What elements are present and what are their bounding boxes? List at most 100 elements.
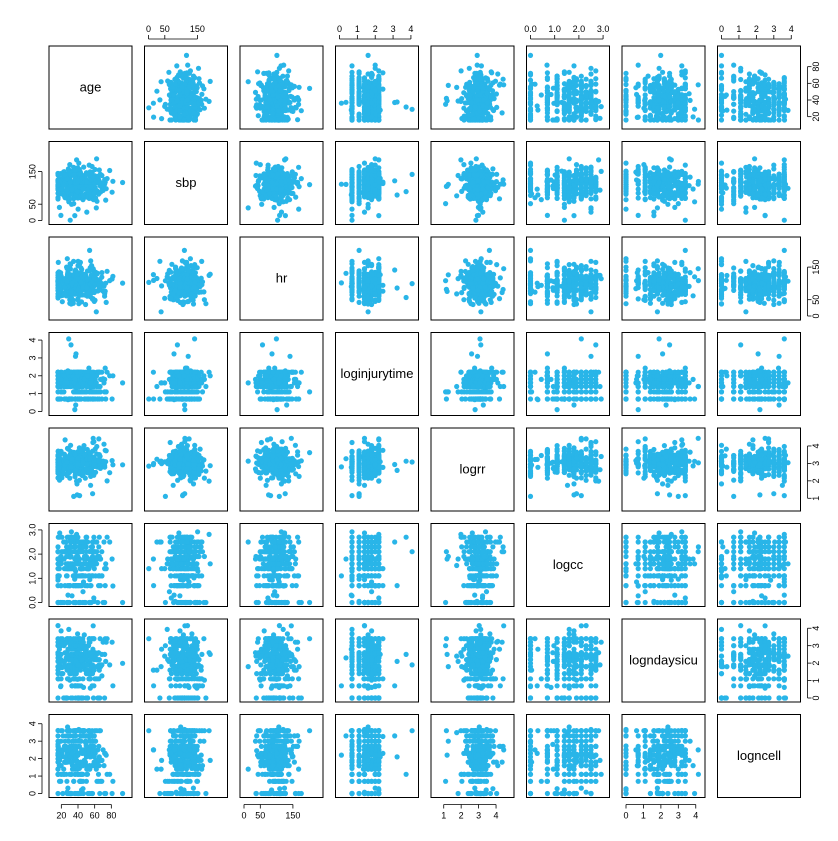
data-point	[296, 184, 302, 190]
data-point	[668, 98, 674, 104]
data-point	[99, 172, 105, 179]
data-point	[544, 62, 550, 68]
data-point	[356, 191, 362, 197]
data-point	[276, 65, 282, 71]
data-point	[750, 97, 756, 103]
data-point	[573, 167, 580, 173]
data-point	[686, 91, 692, 97]
data-point	[252, 89, 259, 95]
data-point	[757, 97, 763, 103]
panel-sbp-vs-logrr	[430, 141, 515, 225]
data-point	[75, 179, 81, 185]
data-point	[593, 187, 599, 193]
data-point	[356, 81, 362, 87]
data-point	[738, 94, 744, 100]
data-point	[554, 195, 560, 201]
data-point	[682, 162, 688, 168]
data-point	[554, 186, 560, 192]
data-point	[731, 76, 737, 82]
data-point	[731, 108, 737, 114]
data-point	[75, 287, 81, 293]
data-point	[296, 97, 302, 103]
data-point	[269, 88, 275, 94]
data-point	[656, 65, 662, 71]
data-point	[718, 180, 725, 186]
data-point	[266, 81, 273, 87]
data-point	[84, 209, 90, 215]
data-point	[177, 103, 183, 109]
data-point	[107, 167, 113, 174]
panel-sbp-vs-age	[48, 141, 133, 225]
data-point	[642, 92, 648, 98]
data-point	[757, 117, 763, 123]
data-point	[272, 166, 278, 173]
data-point	[75, 206, 81, 212]
data-point	[762, 212, 768, 218]
data-point	[67, 217, 73, 223]
data-point	[278, 88, 284, 94]
data-point	[392, 178, 398, 184]
data-point	[55, 291, 61, 297]
data-point	[263, 111, 269, 117]
data-point	[561, 94, 568, 100]
data-point	[71, 201, 77, 207]
data-point	[255, 186, 261, 192]
data-point	[500, 76, 506, 82]
data-point	[480, 186, 486, 192]
data-point	[174, 97, 180, 104]
data-point	[724, 173, 730, 179]
data-point	[255, 69, 261, 75]
data-point	[623, 108, 629, 114]
data-point	[566, 116, 572, 122]
data-point	[349, 206, 355, 212]
data-point	[356, 76, 362, 82]
data-point	[474, 187, 481, 193]
data-point	[527, 201, 534, 207]
data-point	[343, 181, 349, 187]
data-point	[59, 299, 65, 305]
data-point	[172, 81, 178, 87]
data-point	[527, 170, 534, 177]
data-point	[376, 171, 382, 177]
data-point	[554, 73, 560, 79]
data-point	[479, 117, 485, 123]
data-point	[255, 113, 261, 119]
data-point	[635, 62, 641, 68]
data-point	[78, 171, 84, 177]
data-point	[394, 192, 400, 198]
data-point	[75, 276, 81, 282]
data-point	[651, 81, 657, 87]
data-point	[776, 172, 782, 178]
data-point	[96, 191, 102, 197]
data-point	[191, 110, 197, 116]
data-point	[361, 160, 368, 166]
data-point	[661, 187, 668, 193]
data-point	[349, 212, 355, 218]
data-point	[781, 91, 787, 97]
data-point	[168, 79, 174, 85]
data-point	[571, 213, 577, 219]
data-point	[731, 89, 737, 95]
data-point	[566, 156, 572, 162]
data-point	[69, 186, 75, 192]
data-point	[270, 110, 276, 116]
data-point	[642, 107, 648, 113]
data-point	[276, 201, 282, 207]
data-point	[759, 90, 765, 97]
data-point	[282, 213, 288, 219]
data-point	[771, 166, 777, 172]
data-point	[84, 276, 90, 282]
data-point	[759, 103, 765, 109]
data-point	[583, 91, 589, 97]
data-point	[771, 84, 777, 90]
data-point	[583, 193, 589, 199]
data-point	[583, 76, 589, 82]
panel-border	[239, 45, 324, 130]
data-point	[192, 88, 198, 94]
data-point	[578, 80, 584, 86]
data-point	[285, 195, 291, 201]
data-point	[285, 190, 291, 196]
data-point	[478, 76, 484, 82]
data-point	[454, 193, 460, 199]
data-point	[177, 114, 183, 120]
